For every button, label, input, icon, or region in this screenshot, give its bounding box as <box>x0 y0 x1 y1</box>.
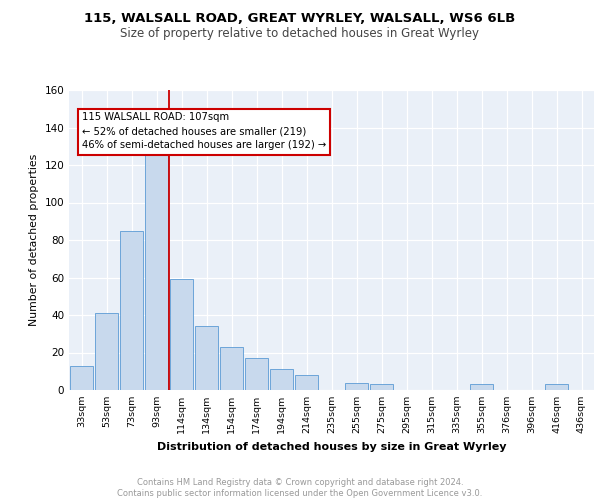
Text: 115, WALSALL ROAD, GREAT WYRLEY, WALSALL, WS6 6LB: 115, WALSALL ROAD, GREAT WYRLEY, WALSALL… <box>85 12 515 26</box>
Bar <box>70 366 93 390</box>
Bar <box>245 358 268 390</box>
Text: Contains HM Land Registry data © Crown copyright and database right 2024.
Contai: Contains HM Land Registry data © Crown c… <box>118 478 482 498</box>
Bar <box>170 280 193 390</box>
Y-axis label: Number of detached properties: Number of detached properties <box>29 154 39 326</box>
Bar <box>195 326 218 390</box>
Bar <box>270 370 293 390</box>
X-axis label: Distribution of detached houses by size in Great Wyrley: Distribution of detached houses by size … <box>157 442 506 452</box>
Bar <box>295 375 318 390</box>
Bar <box>95 313 118 390</box>
Bar <box>145 152 168 390</box>
Bar <box>345 382 368 390</box>
Bar <box>220 347 243 390</box>
Bar <box>120 230 143 390</box>
Bar <box>470 384 493 390</box>
Text: Size of property relative to detached houses in Great Wyrley: Size of property relative to detached ho… <box>121 28 479 40</box>
Bar <box>545 384 568 390</box>
Text: 115 WALSALL ROAD: 107sqm
← 52% of detached houses are smaller (219)
46% of semi-: 115 WALSALL ROAD: 107sqm ← 52% of detach… <box>82 112 326 150</box>
Bar <box>370 384 393 390</box>
